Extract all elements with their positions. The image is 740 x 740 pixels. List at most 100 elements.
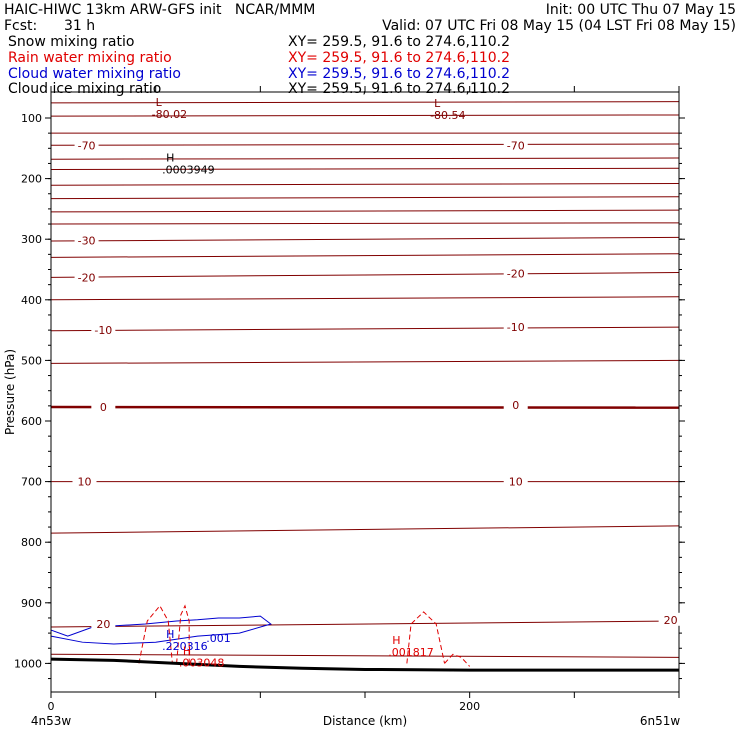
legend-rain-name: Rain water mixing ratio: [8, 50, 172, 66]
label-mask: [72, 474, 97, 488]
legend-snow-name: Snow mixing ratio: [8, 34, 135, 50]
isotherm-line: [50, 296, 680, 301]
isotherm-label: -20: [78, 271, 96, 284]
isotherm-line: [50, 182, 680, 186]
y-tick-label: 600: [21, 415, 42, 428]
isotherm-label: -30: [78, 234, 96, 247]
isotherm-label: 20: [96, 618, 110, 631]
isotherm-lines: [50, 101, 680, 658]
y-tick-label: 100: [21, 112, 42, 125]
isotherm-label: -70: [507, 139, 525, 152]
legend-snow-xy: XY= 259.5, 91.6 to 274.6,110.2: [288, 34, 511, 50]
isotherm-label: -10: [507, 321, 525, 334]
y-tick-label: 700: [21, 476, 42, 489]
label-mask: [503, 398, 528, 412]
extremum-value: .220316: [162, 640, 208, 653]
isotherm-line: [50, 272, 680, 278]
extremum-value: .001817: [388, 646, 434, 659]
isotherm-line: [50, 653, 680, 658]
cloud-water-contour: [50, 615, 272, 645]
label-mask: [91, 400, 116, 414]
isotherm-label: 0: [100, 401, 107, 414]
isotherm-label: 10: [77, 476, 91, 489]
extremum-marker: L: [434, 97, 441, 110]
isotherm-line: [50, 326, 680, 332]
x-endpoint-right: 6n51w: [640, 714, 681, 728]
legend-cloud-water-name: Cloud water mixing ratio: [8, 66, 181, 82]
y-tick-label: 1000: [14, 657, 42, 670]
isotherm-label: -20: [507, 268, 525, 281]
extremum-value: .0003949: [162, 164, 215, 177]
y-tick-label: 200: [21, 173, 42, 186]
extremum-marker: H: [183, 644, 191, 657]
x-axis-ticks: 0 200: [48, 86, 680, 713]
isotherm-line: [50, 167, 680, 171]
plot-frame: [50, 91, 680, 693]
chart-title: HAIC-HIWC 13km ARW-GFS init NCAR/MMM: [4, 2, 316, 18]
isotherm-line: [50, 253, 680, 258]
y-tick-label: 800: [21, 536, 42, 549]
label-mask: [74, 233, 99, 247]
isotherm-line: [50, 405, 680, 409]
isotherm-line: [50, 236, 680, 242]
ground-surface: [50, 657, 679, 672]
x-endpoint-left: 4n53w: [31, 714, 72, 728]
extremum-value: -80.02: [152, 108, 187, 121]
rain-water-contour: [406, 611, 446, 664]
isotherm-line: [50, 620, 680, 628]
rain-water-contour: [444, 653, 471, 667]
extremum-value: -80.54: [430, 109, 465, 122]
y-tick-label: 900: [21, 597, 42, 610]
label-mask: [658, 612, 683, 626]
extremum-marker: H: [166, 628, 174, 641]
valid-time: Valid: 07 UTC Fri 08 May 15 (04 LST Fri …: [382, 18, 736, 34]
cloud-water-label: .001: [206, 632, 231, 645]
label-mask: [91, 323, 116, 337]
y-axis-label: Pressure (hPa): [3, 349, 17, 435]
isotherm-label: -10: [94, 324, 112, 337]
fcst-label: Fcst:: [4, 18, 38, 34]
label-mask: [503, 266, 528, 280]
legend-cloud-ice-name: Cloud ice mixing ratio: [8, 81, 162, 97]
isotherm-line: [50, 196, 680, 200]
ground-line: [50, 657, 679, 672]
isotherm-label: 10: [509, 476, 523, 489]
legend-cloud-ice-xy: XY= 259.5, 91.6 to 274.6,110.2: [288, 81, 511, 97]
init-time: Init: 00 UTC Thu 07 May 15: [545, 2, 736, 18]
isotherm-line: [50, 114, 680, 117]
extremum-value: .003048: [179, 656, 225, 669]
label-mask: [91, 617, 116, 631]
x-tick-label: 200: [459, 700, 480, 713]
y-tick-label: 400: [21, 294, 42, 307]
legend-rain-xy: XY= 259.5, 91.6 to 274.6,110.2: [288, 50, 511, 66]
label-mask: [74, 138, 99, 152]
isotherm-line: [50, 157, 680, 160]
x-tick-label: 0: [48, 700, 55, 713]
isotherm-line: [50, 525, 680, 534]
x-axis-label: Distance (km): [323, 714, 407, 728]
rain-water-contour: [138, 604, 173, 664]
isotherm-line: [50, 101, 680, 104]
label-mask: [503, 320, 528, 334]
isotherm-line: [50, 143, 680, 146]
isotherm-line: [50, 222, 680, 225]
isotherm-line: [50, 359, 680, 364]
label-mask: [74, 270, 99, 284]
isotherm-label: 20: [664, 614, 678, 627]
isotherm-label: 0: [512, 399, 519, 412]
extremum-marker: L: [156, 96, 163, 109]
isotherm-line: [50, 209, 680, 213]
y-tick-label: 500: [21, 354, 42, 367]
fcst-value: 31 h: [64, 18, 96, 34]
isotherm-label: -70: [78, 139, 96, 152]
extremum-marker: H: [392, 634, 400, 647]
label-mask: [503, 138, 528, 152]
label-mask: [503, 474, 528, 488]
rain-water-contour: [176, 604, 190, 664]
extremum-marker: H: [166, 152, 174, 165]
legend-cloud-water-xy: XY= 259.5, 91.6 to 274.6,110.2: [288, 66, 511, 82]
y-tick-label: 300: [21, 233, 42, 246]
